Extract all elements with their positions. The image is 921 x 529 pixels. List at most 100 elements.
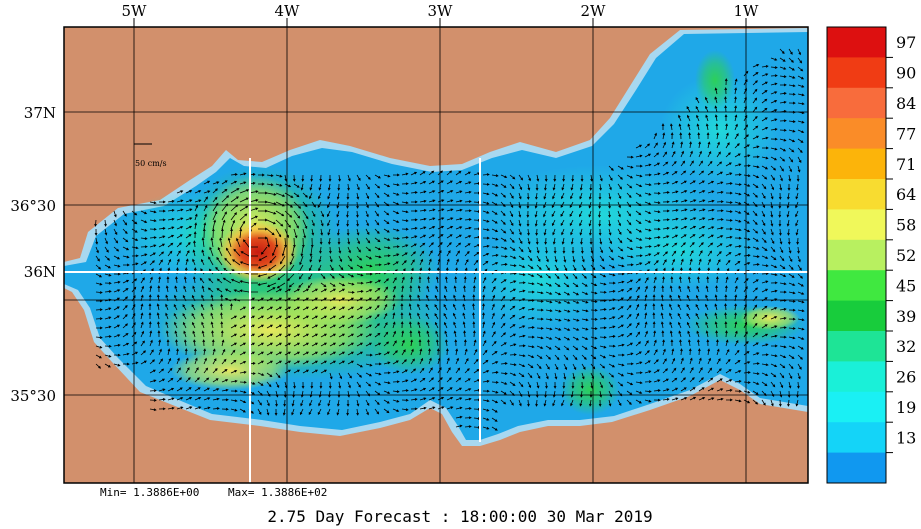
velocity-arrow <box>669 312 673 320</box>
velocity-arrow <box>527 372 533 379</box>
velocity-arrow <box>706 276 710 284</box>
velocity-arrow <box>661 123 665 130</box>
velocity-arrow <box>140 303 144 311</box>
velocity-arrow <box>149 260 155 266</box>
velocity-arrow <box>464 259 469 266</box>
velocity-arrow <box>599 264 606 270</box>
velocity-arrow <box>401 276 405 284</box>
velocity-arrow <box>695 105 700 113</box>
velocity-arrow <box>678 285 682 293</box>
velocity-arrow <box>786 219 790 227</box>
velocity-arrow <box>797 129 805 133</box>
velocity-arrow <box>545 309 553 313</box>
velocity-arrow <box>662 339 665 347</box>
velocity-arrow <box>788 317 796 321</box>
velocity-arrow <box>797 66 804 72</box>
velocity-arrow <box>158 378 166 383</box>
velocity-arrow <box>216 256 223 266</box>
velocity-arrow <box>734 78 738 86</box>
velocity-arrow <box>705 285 709 293</box>
velocity-arrow <box>680 258 684 266</box>
velocity-arrow <box>392 350 398 356</box>
velocity-arrow <box>194 213 198 221</box>
velocity-arrow <box>311 210 316 218</box>
velocity-arrow <box>743 237 751 241</box>
velocity-arrow <box>158 209 166 213</box>
velocity-arrow <box>509 255 517 259</box>
velocity-arrow <box>95 345 103 349</box>
lon-label-1w: 1W <box>734 2 760 20</box>
velocity-arrow <box>455 258 459 266</box>
velocity-arrow <box>140 237 148 240</box>
velocity-arrow <box>695 303 700 311</box>
velocity-arrow <box>473 259 479 266</box>
velocity-arrow <box>670 276 674 284</box>
velocity-arrow <box>671 357 676 365</box>
velocity-arrow <box>472 321 476 329</box>
velocity-arrow <box>239 306 247 311</box>
velocity-arrow <box>401 379 409 383</box>
velocity-arrow <box>347 273 355 278</box>
velocity-arrow <box>686 321 691 329</box>
velocity-arrow <box>599 354 607 359</box>
velocity-arrow <box>182 313 187 320</box>
velocity-arrow <box>473 339 477 347</box>
velocity-arrow <box>644 360 651 365</box>
velocity-arrow <box>392 360 399 365</box>
velocity-arrow <box>715 276 719 284</box>
velocity-arrow <box>149 210 157 214</box>
velocity-arrow <box>338 342 346 347</box>
velocity-arrow <box>796 381 800 389</box>
velocity-arrow <box>770 237 775 245</box>
velocity-arrow <box>302 228 307 239</box>
colorbar-swatch <box>827 422 886 454</box>
velocity-arrow <box>239 280 250 284</box>
velocity-arrow <box>491 192 499 197</box>
velocity-arrow <box>572 264 577 272</box>
velocity-arrow <box>635 361 643 365</box>
velocity-arrow <box>716 190 724 194</box>
velocity-arrow <box>779 92 787 95</box>
velocity-arrow <box>536 174 540 182</box>
velocity-arrow <box>299 255 304 266</box>
velocity-arrow <box>301 381 305 389</box>
velocity-arrow <box>482 312 485 320</box>
velocity-arrow <box>308 264 313 272</box>
velocity-arrow <box>716 243 723 248</box>
velocity-arrow <box>158 348 162 356</box>
velocity-arrow <box>635 262 643 266</box>
velocity-arrow <box>203 180 211 185</box>
velocity-arrow <box>752 72 759 77</box>
velocity-arrow <box>166 339 170 346</box>
velocity-arrow <box>491 312 495 320</box>
velocity-arrow <box>734 163 742 167</box>
velocity-arrow <box>383 371 391 375</box>
velocity-arrow <box>518 264 526 268</box>
velocity-arrow <box>779 264 786 270</box>
velocity-arrow <box>707 217 715 221</box>
velocity-arrow <box>233 289 241 293</box>
velocity-arrow <box>392 408 400 412</box>
velocity-arrow <box>653 369 660 374</box>
velocity-arrow <box>318 255 322 263</box>
velocity-arrow <box>428 199 436 203</box>
velocity-arrow <box>752 80 758 86</box>
velocity-arrow <box>698 226 706 230</box>
velocity-arrow <box>392 245 400 249</box>
velocity-arrow <box>185 406 193 410</box>
velocity-arrow <box>734 360 741 365</box>
velocity-arrow <box>734 253 742 257</box>
velocity-arrow <box>563 300 571 304</box>
velocity-arrow <box>419 406 427 410</box>
velocity-arrow <box>327 408 331 416</box>
velocity-arrow <box>716 151 721 158</box>
velocity-arrow <box>140 285 144 293</box>
velocity-arrow <box>761 353 769 357</box>
velocity-arrow <box>472 330 476 338</box>
velocity-arrow <box>743 228 751 233</box>
velocity-arrow <box>300 246 304 257</box>
velocity-arrow <box>383 351 390 356</box>
velocity-arrow <box>716 251 722 257</box>
colorbar-swatch <box>827 270 886 302</box>
velocity-arrow <box>581 291 589 295</box>
